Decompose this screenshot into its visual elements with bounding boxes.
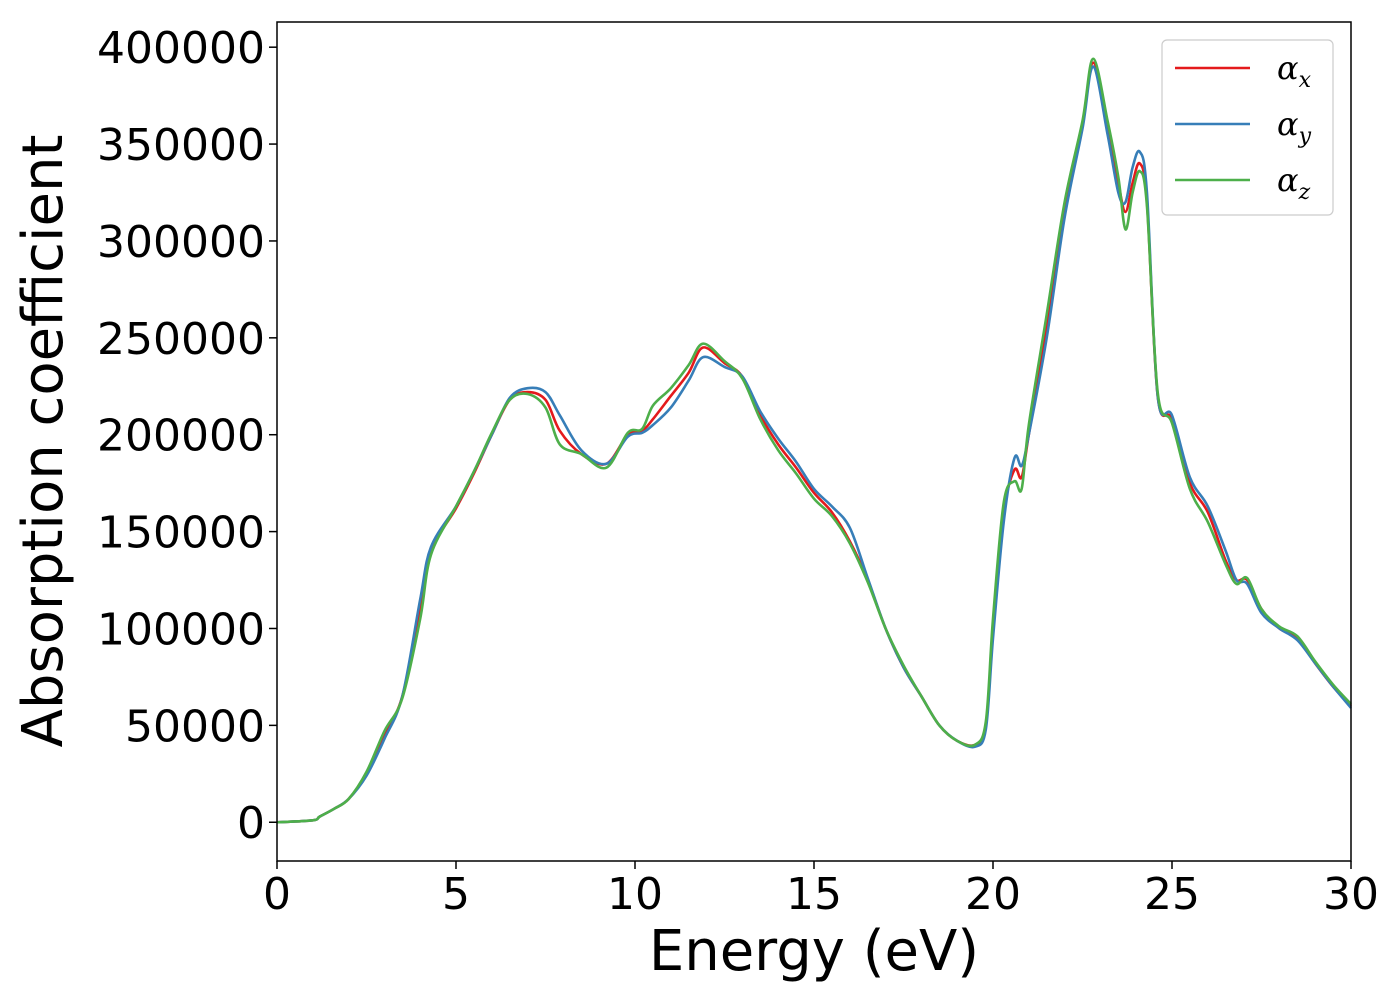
y-tick-label: 250000	[97, 314, 265, 365]
x-tick-label: 15	[786, 869, 842, 920]
legend-label-z: αz	[1277, 161, 1311, 205]
series-line-z	[276, 57, 1352, 824]
y-tick-label: 0	[237, 798, 265, 849]
series-layer	[276, 57, 1352, 824]
ticks-layer: 0 5 10 15 20 25 30 0 50000 100000 150000 200000 2500…	[97, 23, 1379, 920]
x-tick-label: 0	[263, 869, 291, 920]
y-tick-label: 100000	[97, 604, 265, 655]
x-axis-title: Energy (eV)	[649, 919, 979, 984]
y-tick-label: 150000	[97, 508, 265, 559]
x-tick-label: 30	[1323, 869, 1379, 920]
y-axis-title: Absorption coefficient	[11, 135, 76, 748]
y-tick-label: 300000	[97, 217, 265, 268]
legend-label-x: αx	[1277, 49, 1312, 93]
x-tick-label: 5	[442, 869, 470, 920]
x-tick-label: 10	[607, 869, 663, 920]
x-tick-label: 20	[965, 869, 1021, 920]
x-tick-label: 25	[1144, 869, 1200, 920]
y-tick-label: 200000	[97, 411, 265, 462]
legend: αx αy αz	[1161, 39, 1334, 216]
legend-box	[1161, 39, 1334, 216]
y-tick-label: 50000	[125, 701, 265, 752]
y-tick-label: 400000	[97, 23, 265, 74]
y-tick-label: 350000	[97, 120, 265, 171]
legend-label-y: αy	[1277, 105, 1312, 149]
